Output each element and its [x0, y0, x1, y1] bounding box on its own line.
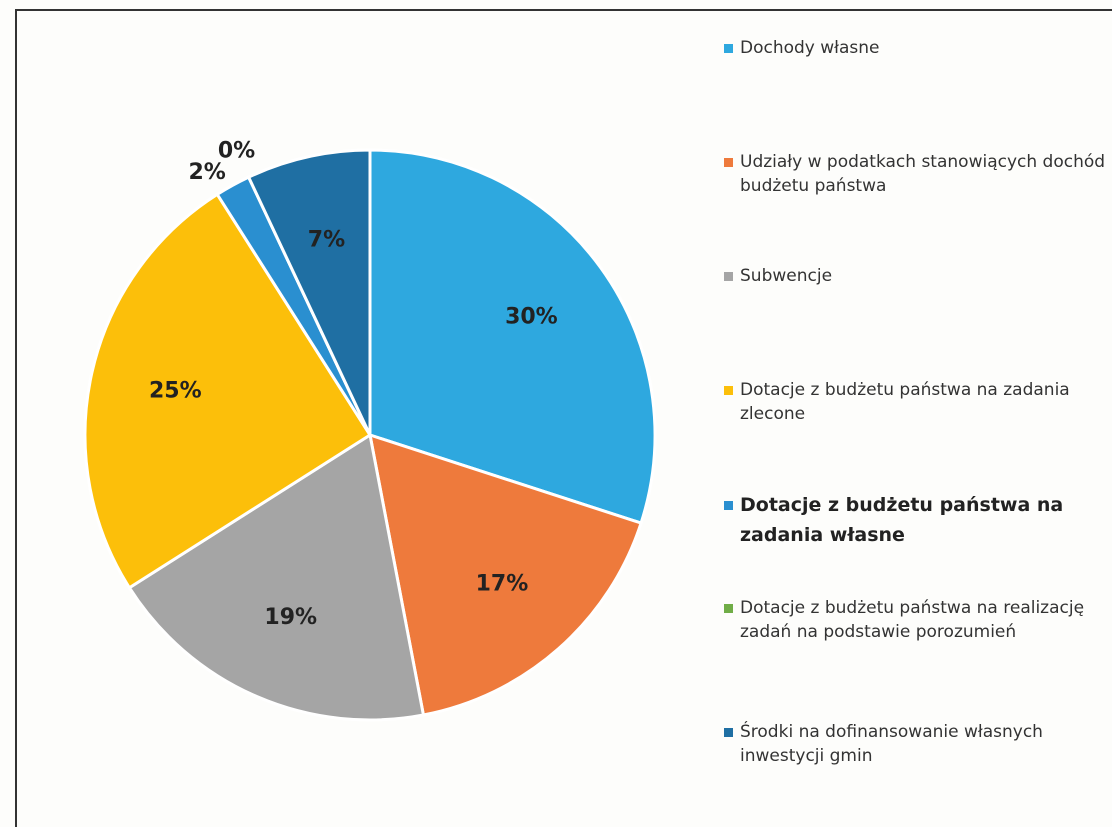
legend-swatch: [724, 44, 733, 53]
pie-slice: [368, 432, 643, 717]
legend-item: Dotacje z budżetu państwa na zadania wła…: [724, 490, 1112, 550]
data-label: 2%: [188, 160, 225, 185]
frame: [15, 9, 1112, 827]
data-label: 30%: [505, 305, 558, 330]
legend-item: Dotacje z budżetu państwa na realizację …: [724, 596, 1112, 644]
pie-slice: [368, 148, 657, 525]
legend-swatch: [724, 272, 733, 281]
legend-swatch: [724, 158, 733, 167]
legend-item: Dotacje z budżetu państwa na zadania zle…: [724, 378, 1112, 426]
pie-slice: [83, 192, 373, 590]
legend-swatch: [724, 604, 733, 613]
data-label: 25%: [149, 378, 202, 403]
legend-label: Udziały w podatkach stanowiących dochód …: [740, 152, 1106, 196]
legend-label: Dotacje z budżetu państwa na zadania zle…: [740, 380, 1070, 424]
legend-item: Subwencje: [724, 264, 1112, 288]
legend-swatch: [724, 386, 733, 395]
legend-label: Dotacje z budżetu państwa na realizację …: [740, 598, 1085, 642]
legend-label: Środki na dofinansowanie własnych inwest…: [740, 722, 1043, 766]
legend-item: Dochody własne: [724, 36, 1112, 60]
legend-item: Udziały w podatkach stanowiących dochód …: [724, 150, 1112, 198]
legend-swatch: [724, 501, 733, 510]
pie-slice: [127, 432, 426, 722]
legend-label: Subwencje: [740, 266, 833, 286]
legend-swatch: [724, 728, 733, 737]
legend-item: Środki na dofinansowanie własnych inwest…: [724, 720, 1112, 768]
legend-label: Dochody własne: [740, 38, 880, 58]
data-label: 7%: [308, 227, 345, 252]
legend-label: Dotacje z budżetu państwa na zadania wła…: [740, 494, 1064, 546]
pie-slice: [246, 148, 372, 436]
data-label: 19%: [264, 605, 317, 630]
data-label: 17%: [476, 572, 529, 597]
data-label: 0%: [218, 138, 255, 163]
